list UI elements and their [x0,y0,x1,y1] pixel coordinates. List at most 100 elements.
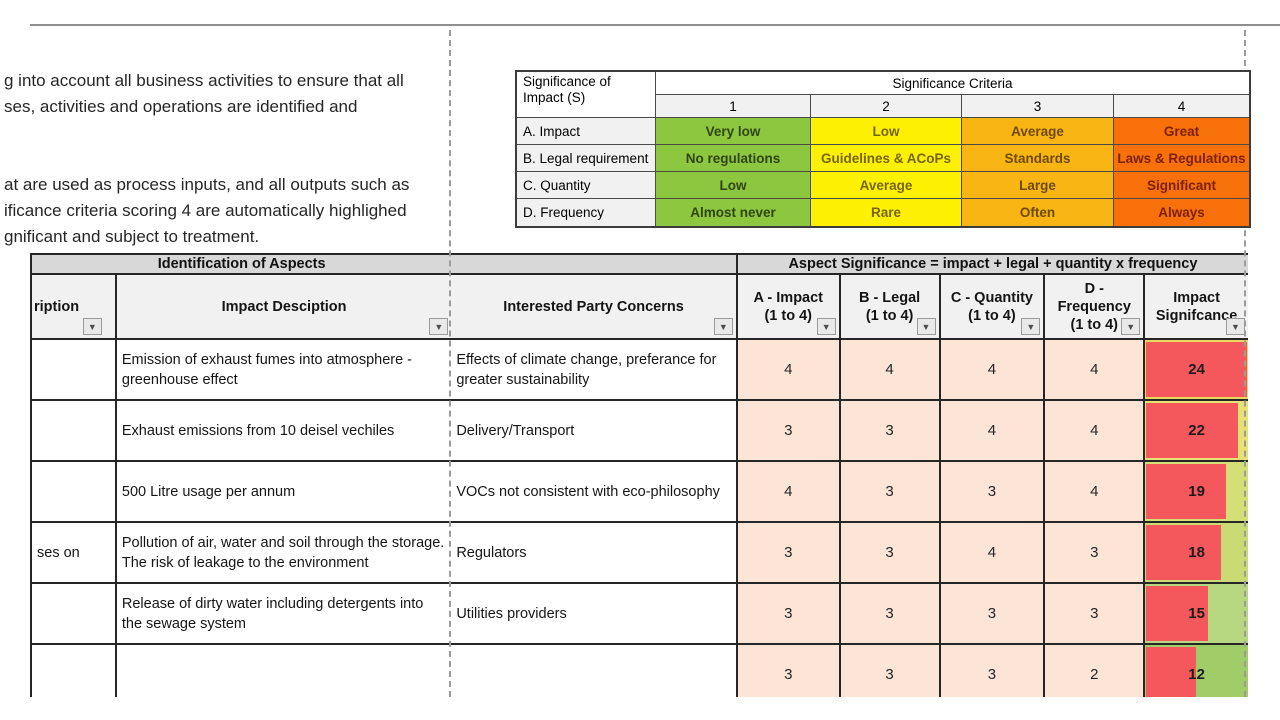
cell-c-quantity[interactable]: 4 [940,340,1046,401]
criteria-cell: Rare [811,199,962,226]
filter-dropdown-button[interactable]: ▼ [1226,318,1245,335]
intro-line: at are used as process inputs, and all o… [4,175,410,194]
cell-b-legal[interactable]: 4 [840,340,941,401]
filter-dropdown-button[interactable]: ▼ [816,318,836,335]
column-header-impact-description[interactable]: Impact Desciption ▼ [116,275,452,340]
significance-data-bar [1146,647,1196,697]
cell-b-legal[interactable]: 3 [840,401,941,462]
criteria-row-label-frequency: D. Frequency [517,199,656,226]
criteria-cell: No regulations [656,145,811,172]
cell-d-frequency[interactable]: 4 [1045,462,1146,523]
cell-a-impact[interactable]: 4 [737,462,841,523]
cell-impact-description[interactable]: Exhaust emissions from 10 deisel vechile… [116,401,452,462]
cell-interested-party-concerns[interactable]: Effects of climate change, preferance fo… [451,340,738,401]
significance-criteria-table: Significance of Impact (S) Significance … [515,70,1251,228]
cell-aspect-description[interactable] [32,401,117,462]
cell-b-legal[interactable]: 3 [840,584,941,645]
page-break-line-vertical-left [449,30,451,697]
chevron-down-icon: ▼ [718,321,728,332]
column-header-c-quantity[interactable]: C - Quantity (1 to 4) ▼ [940,275,1046,340]
cell-impact-description[interactable]: 500 Litre usage per annum [116,462,452,523]
cell-interested-party-concerns[interactable] [451,645,738,697]
cell-a-impact[interactable]: 3 [737,645,841,697]
cell-aspect-description[interactable] [32,645,117,697]
chevron-down-icon: ▼ [921,321,931,332]
cell-c-quantity[interactable]: 3 [940,462,1046,523]
filter-dropdown-button[interactable]: ▼ [429,318,449,335]
table-row: Emission of exhaust fumes into atmospher… [32,340,1248,401]
cell-c-quantity[interactable]: 4 [940,523,1046,584]
column-header-impact-significance[interactable]: Impact Signifcance ▼ [1145,275,1248,340]
column-header-a-impact[interactable]: A - Impact (1 to 4) ▼ [737,275,841,340]
column-header-d-frequency[interactable]: D - Frequency (1 to 4) ▼ [1045,275,1146,340]
cell-aspect-description[interactable] [32,584,117,645]
cell-impact-significance[interactable]: 19 [1145,462,1248,523]
cell-d-frequency[interactable]: 2 [1045,645,1146,697]
criteria-cell: Low [811,118,962,145]
criteria-cell: Low [656,172,811,199]
cell-a-impact[interactable]: 3 [737,523,841,584]
aspects-table: Identification of Aspects Aspect Signifi… [30,253,1248,697]
cell-impact-significance[interactable]: 22 [1145,401,1248,462]
cell-interested-party-concerns[interactable]: Utilities providers [451,584,738,645]
chevron-down-icon: ▼ [1231,321,1240,332]
cell-c-quantity[interactable]: 4 [940,401,1046,462]
cell-b-legal[interactable]: 3 [840,462,941,523]
cell-aspect-description[interactable] [32,340,117,401]
cell-b-legal[interactable]: 3 [840,523,941,584]
cell-interested-party-concerns[interactable]: VOCs not consistent with eco-philosophy [451,462,738,523]
group-header-spacer [451,255,738,275]
cell-impact-significance[interactable]: 18 [1145,523,1248,584]
filter-dropdown-button[interactable]: ▼ [713,318,733,335]
column-header-interested-party-concerns[interactable]: Interested Party Concerns ▼ [451,275,738,340]
cell-d-frequency[interactable]: 3 [1045,584,1146,645]
cell-a-impact[interactable]: 3 [737,584,841,645]
criteria-cell: Often [962,199,1114,226]
intro-line: ses, activities and operations are ident… [4,97,358,116]
cell-impact-significance[interactable]: 15 [1145,584,1248,645]
significance-value: 24 [1188,361,1205,378]
cell-impact-description[interactable] [116,645,452,697]
cell-b-legal[interactable]: 3 [840,645,941,697]
table-row: 500 Litre usage per annum VOCs not consi… [32,462,1248,523]
criteria-cell: Great [1114,118,1249,145]
column-header-b-legal[interactable]: B - Legal (1 to 4) ▼ [840,275,941,340]
cell-impact-significance[interactable]: 12 [1145,645,1248,697]
cell-impact-significance[interactable]: 24 [1145,340,1248,401]
filter-dropdown-button[interactable]: ▼ [916,318,936,335]
cell-interested-party-concerns[interactable]: Regulators [451,523,738,584]
cell-d-frequency[interactable]: 4 [1045,401,1146,462]
cell-a-impact[interactable]: 3 [737,401,841,462]
cell-impact-description[interactable]: Pollution of air, water and soil through… [116,523,452,584]
criteria-cell: Large [962,172,1114,199]
cell-aspect-description[interactable] [32,462,117,523]
cell-impact-description[interactable]: Release of dirty water including deterge… [116,584,452,645]
intro-line: gnificant and subject to treatment. [4,227,260,246]
column-header-aspect-description-clipped[interactable]: ription ▼ [32,275,117,340]
significance-data-bar [1146,525,1222,580]
table-row: ses on Pollution of air, water and soil … [32,523,1248,584]
intro-paragraph-1: g into account all business activities t… [4,68,449,120]
significance-value: 12 [1188,666,1205,683]
significance-value: 22 [1188,422,1205,439]
chevron-down-icon: ▼ [1026,321,1036,332]
criteria-score-header-2: 2 [811,95,962,118]
criteria-cell: Always [1114,199,1249,226]
intro-paragraph-2: at are used as process inputs, and all o… [4,172,449,250]
aspects-table-clip: Identification of Aspects Aspect Signifi… [30,253,1250,697]
top-border-rule [30,24,1280,26]
cell-d-frequency[interactable]: 3 [1045,523,1146,584]
filter-dropdown-button[interactable]: ▼ [1121,318,1141,335]
group-header-row: Identification of Aspects Aspect Signifi… [32,255,1248,275]
filter-dropdown-button[interactable]: ▼ [82,318,102,335]
cell-interested-party-concerns[interactable]: Delivery/Transport [451,401,738,462]
cell-d-frequency[interactable]: 4 [1045,340,1146,401]
cell-aspect-description[interactable]: ses on [32,523,117,584]
page-break-line-vertical-right [1244,30,1246,697]
criteria-cell: Almost never [656,199,811,226]
cell-a-impact[interactable]: 4 [737,340,841,401]
cell-c-quantity[interactable]: 3 [940,584,1046,645]
filter-dropdown-button[interactable]: ▼ [1021,318,1041,335]
cell-c-quantity[interactable]: 3 [940,645,1046,697]
cell-impact-description[interactable]: Emission of exhaust fumes into atmospher… [116,340,452,401]
